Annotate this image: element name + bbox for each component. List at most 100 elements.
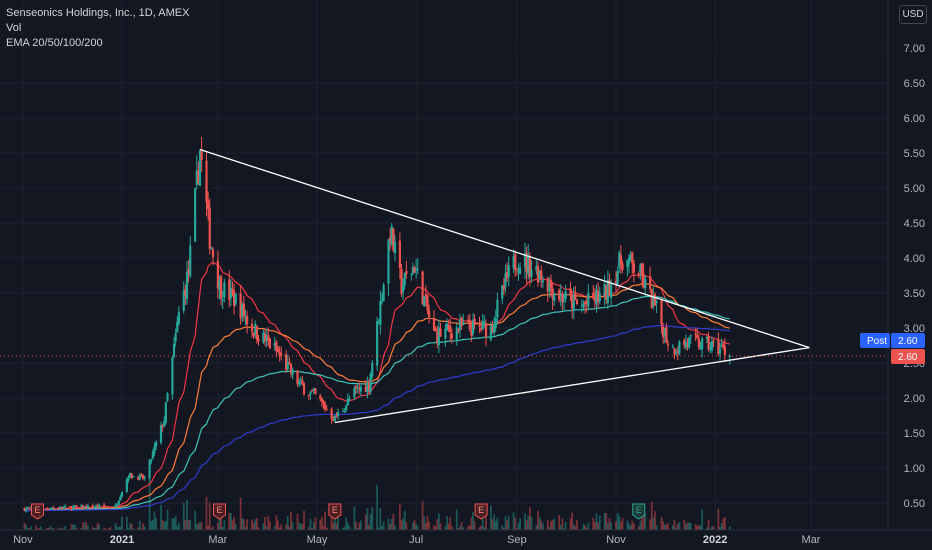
candle	[699, 341, 702, 351]
volume-bar	[667, 523, 669, 530]
volume-bar	[75, 527, 78, 530]
candle	[559, 284, 562, 307]
lower-trendline[interactable]	[334, 346, 810, 424]
candle-body	[289, 363, 293, 374]
candle-body	[364, 386, 367, 393]
volume-bar	[662, 521, 665, 530]
volume-bar	[59, 528, 62, 530]
candle-body	[514, 254, 517, 271]
candle	[402, 278, 405, 300]
volume-bar	[104, 528, 107, 530]
volume-bar	[660, 516, 663, 530]
volume-bar	[551, 520, 554, 530]
candle	[98, 503, 101, 509]
candle-body	[64, 505, 67, 507]
earnings-badge	[474, 503, 488, 520]
candle	[462, 313, 465, 326]
candle-body	[450, 333, 453, 339]
candle-body	[688, 337, 691, 348]
volume-bar	[267, 516, 270, 530]
candle-body	[177, 311, 180, 324]
candle	[722, 340, 725, 350]
volume-bar	[171, 518, 174, 530]
candle-body	[153, 446, 156, 453]
earnings-marker[interactable]: E	[328, 503, 342, 520]
volume-bar	[699, 525, 702, 530]
volume-bar	[706, 527, 708, 530]
candle-body	[631, 252, 634, 264]
candle-body	[376, 321, 379, 366]
earnings-marker[interactable]: E	[474, 503, 488, 520]
candle	[289, 363, 293, 378]
volume-bar	[483, 527, 486, 530]
candle-body	[587, 292, 590, 307]
candle-body	[444, 328, 447, 339]
volume-bar	[723, 517, 726, 530]
trendlines[interactable]	[199, 148, 810, 424]
volume-bar	[450, 526, 453, 530]
candle-body	[528, 258, 531, 278]
candle	[176, 316, 179, 334]
candle-body	[471, 320, 475, 334]
volume-bar	[174, 516, 177, 530]
volume-bar	[239, 497, 242, 530]
candle-body	[73, 505, 76, 508]
volume-bar	[446, 516, 448, 530]
candle	[525, 246, 528, 284]
candle-body	[182, 290, 185, 311]
ema-indicator-label[interactable]: EMA 20/50/100/200	[6, 37, 103, 49]
candle	[389, 227, 392, 251]
candle	[129, 472, 132, 479]
candle	[481, 313, 484, 331]
candle-body	[660, 300, 663, 325]
volume-bar	[584, 525, 587, 530]
candle-body	[255, 325, 258, 340]
candle-body	[470, 329, 473, 336]
candle-body	[439, 328, 442, 337]
candle	[228, 270, 231, 308]
candle	[250, 318, 254, 338]
candle-body	[244, 316, 247, 318]
volume-bar	[262, 523, 265, 530]
earnings-marker[interactable]: E	[632, 503, 646, 520]
time-axis[interactable]: Nov 2021 Mar May Jul Sep Nov 2022 Mar	[13, 534, 821, 546]
candle-body	[125, 479, 128, 492]
symbol-title[interactable]: Senseonics Holdings, Inc., 1D, AMEX	[6, 7, 190, 19]
candle-body	[343, 410, 346, 413]
candle	[457, 327, 460, 334]
candle-body	[72, 506, 75, 510]
volume-bar	[108, 528, 110, 530]
candle	[117, 500, 120, 506]
candle-body	[686, 343, 689, 346]
candle	[174, 328, 177, 347]
candle	[81, 505, 85, 511]
candle-body	[483, 322, 486, 324]
candle	[574, 285, 577, 301]
earnings-marker[interactable]: E	[31, 503, 44, 520]
volume-bar	[605, 513, 608, 530]
candle	[322, 399, 325, 410]
volume-bar	[36, 528, 39, 530]
earnings-marker[interactable]: E	[213, 503, 226, 520]
currency-button[interactable]: USD	[899, 5, 927, 24]
volume-indicator-label[interactable]: Vol	[6, 22, 22, 34]
volume-bar	[320, 516, 323, 530]
candle	[618, 250, 621, 273]
volume-bar	[548, 527, 551, 530]
candle	[627, 253, 631, 273]
candle	[598, 286, 601, 305]
candle	[231, 281, 234, 297]
volume-bar	[444, 526, 447, 530]
candle-body	[138, 475, 141, 480]
candle-body	[493, 324, 496, 333]
price-axis[interactable]: 7.006.506.005.505.004.504.003.503.002.50…	[904, 43, 925, 510]
volume-bar	[563, 528, 565, 530]
candle-body	[150, 459, 153, 462]
candle	[592, 284, 595, 300]
upper-trendline[interactable]	[199, 148, 810, 349]
candle	[705, 335, 709, 344]
candle-body	[561, 293, 564, 303]
candle-body	[280, 353, 283, 355]
